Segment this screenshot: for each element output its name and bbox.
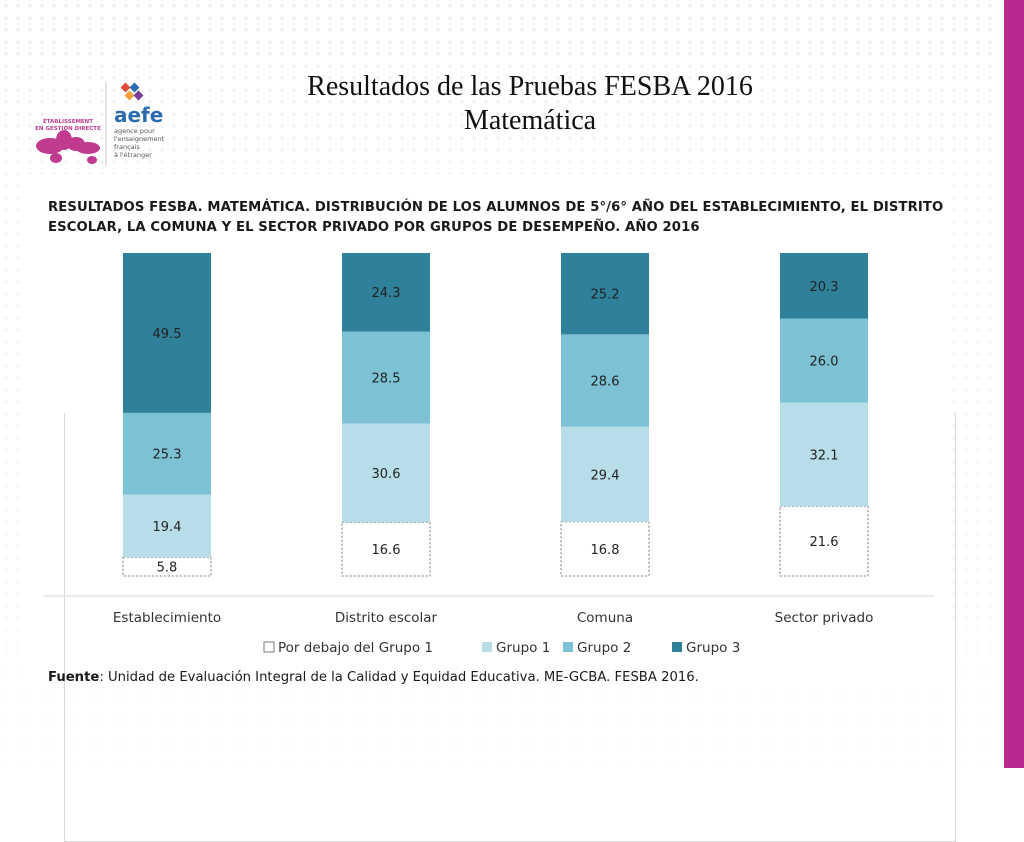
data-label-0-3: 21.6 [810,535,839,550]
data-label-2-2: 28.6 [591,375,620,390]
bar-segment-2-1 [342,331,430,424]
data-label-0-1: 16.6 [372,543,401,558]
slide-title-line1: Resultados de las Pruebas FESBA 2016 [307,71,753,102]
data-label-2-1: 28.5 [372,372,401,387]
legend-item-0: Por debajo del Grupo 1 [263,640,433,656]
logo-side-line1: ÉTABLISSEMENT [43,117,93,125]
data-label-3-3: 20.3 [810,280,839,295]
bar-segment-1-0 [123,494,211,558]
bars-layer: 5.8 19.4 25.3 49.5 16.6 30.6 28.5 24.3 16.8 29.4 2… [122,253,869,577]
legend-item-1: Grupo 1 [482,640,550,656]
data-label-0-0: 5.8 [157,561,178,576]
legend-label-0: Por debajo del Grupo 1 [278,640,433,656]
logo-tagline2: l'enseignement [114,135,165,143]
chart-card: RESULTADOS FESBA. MATEMÁTICA. DISTRIBUCI… [20,174,956,842]
legend-label-2: Grupo 2 [577,640,631,656]
legend-label-3: Grupo 3 [686,640,740,656]
legend-swatch-1 [482,642,492,652]
data-label-3-1: 24.3 [372,286,401,301]
logo-brand: aefe [114,103,163,127]
data-label-2-0: 25.3 [153,448,182,463]
source-note: Fuente: Unidad de Evaluación Integral de… [48,670,948,685]
data-label-1-0: 19.4 [153,520,182,535]
data-label-1-2: 29.4 [591,468,620,483]
slide-title-line2: Matemática [463,105,597,136]
chart-title: RESULTADOS FESBA. MATEMÁTICA. DISTRIBUCI… [48,200,944,235]
category-label-2: Comuna [577,610,633,626]
source-text: : Unidad de Evaluación Integral de la Ca… [99,670,699,685]
bar-segment-3-2 [561,253,649,335]
stacked-bar-chart: 5.8 19.4 25.3 49.5 16.6 30.6 28.5 24.3 16.8 29.4 2… [44,253,934,656]
source-label: Fuente [48,670,100,685]
legend-item-2: Grupo 2 [563,640,631,656]
side-accent-gap [1000,0,1004,768]
logo-tagline4: à l'étranger [114,151,152,159]
data-label-1-3: 32.1 [810,448,839,463]
bar-segment-0-3 [779,505,869,577]
data-label-2-3: 26.0 [810,355,839,370]
data-label-3-2: 25.2 [591,288,620,303]
logo-side-line2: EN GESTION DIRECTE [35,126,101,132]
slide-title: Resultados de las Pruebas FESBA 2016 Mat… [200,70,860,138]
side-accent-bar [1004,0,1024,768]
logo-tagline3: français [114,143,140,151]
legend-item-3: Grupo 3 [672,640,740,656]
bar-segment-3-3 [780,253,868,319]
logo-tagline1: agence pour [114,127,155,135]
bar-segment-2-2 [561,334,649,427]
logo-world-map [36,130,100,164]
bar-segment-1-3 [780,402,868,507]
bar-segment-3-1 [342,253,430,332]
data-label-0-2: 16.8 [591,543,620,558]
logo-cube-icon [120,82,144,101]
bar-segment-3-0 [123,253,211,413]
bar-segment-1-1 [342,423,430,523]
legend-swatch-3 [672,642,682,652]
data-label-1-1: 30.6 [372,467,401,482]
bar-segment-2-3 [780,318,868,403]
data-label-3-0: 49.5 [153,327,182,342]
category-label-0: Establecimiento [113,610,221,626]
category-label-3: Sector privado [775,610,874,626]
legend-label-1: Grupo 1 [496,640,550,656]
category-label-1: Distrito escolar [335,610,438,626]
legend-swatch-2 [563,642,573,652]
aefe-logo: ÉTABLISSEMENT EN GESTION DIRECTE aefe ag… [35,82,165,166]
bar-segment-2-0 [123,412,211,495]
bar-segment-1-2 [561,426,649,522]
legend-swatch-0 [263,641,275,653]
axis-layer: Establecimiento Distrito escolar Comuna Sec… [44,595,934,626]
legend-layer: Por debajo del Grupo 1 Grupo 1 Grupo 2 Grup… [263,640,740,656]
bar-segment-0-1 [341,521,431,577]
